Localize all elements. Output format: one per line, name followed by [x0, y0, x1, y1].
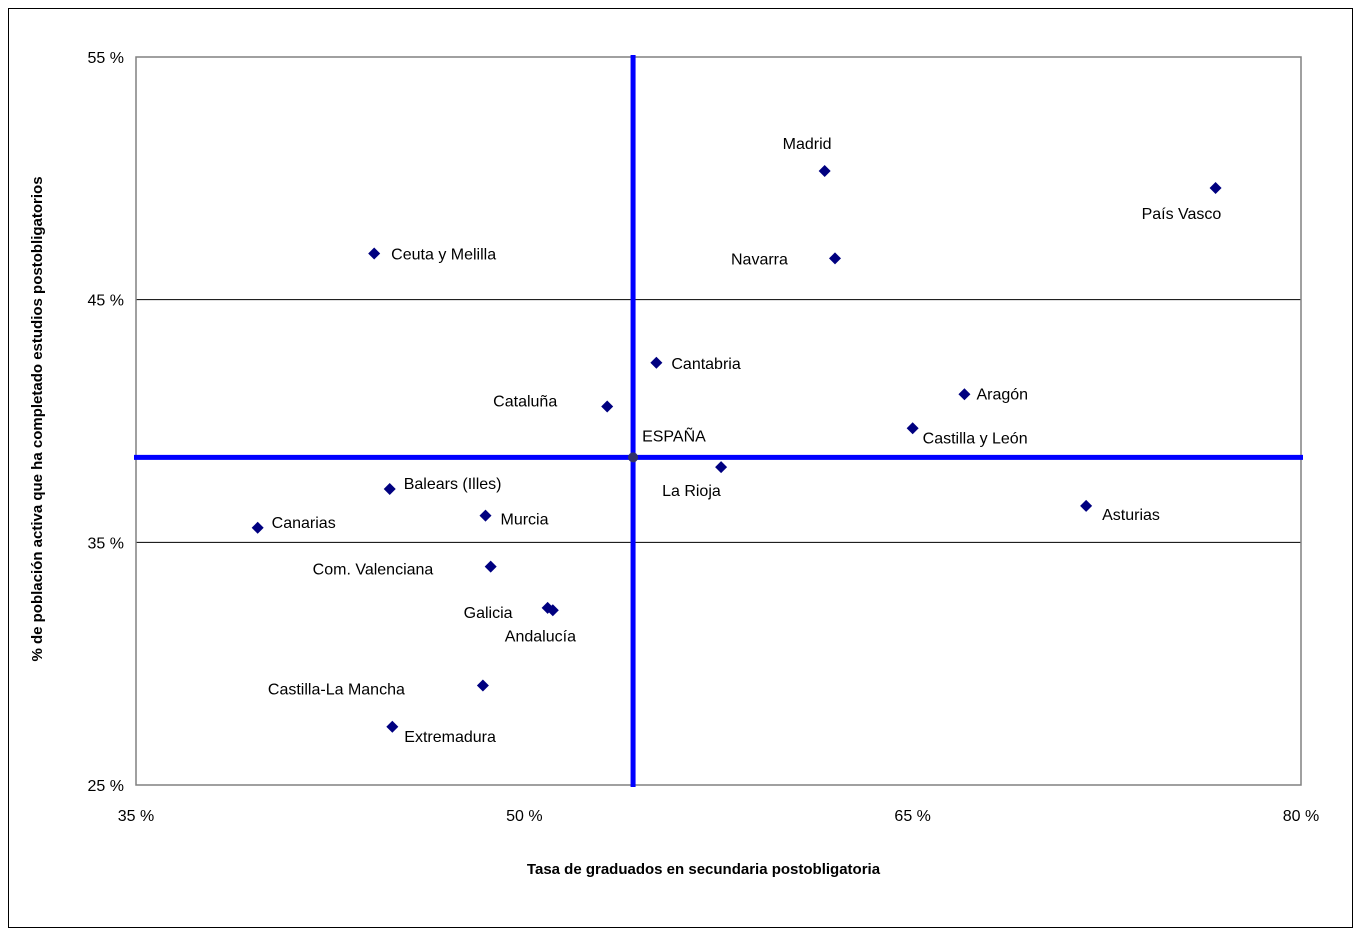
data-point-label: Balears (Illes)	[404, 476, 502, 493]
x-tick-label: 35 %	[118, 808, 154, 825]
data-point-marker	[383, 482, 396, 495]
data-point-marker	[958, 388, 971, 401]
data-point-marker	[1080, 499, 1093, 512]
data-point-marker	[818, 165, 831, 178]
data-point-marker	[546, 604, 559, 617]
data-point-marker	[386, 720, 399, 733]
y-axis-ticks: 55 % 45 % 35 % 25 %	[88, 50, 124, 795]
y-tick-label: 25 %	[88, 778, 124, 795]
data-point-label: Cataluña	[493, 393, 557, 410]
data-point-label: Com. Valenciana	[313, 562, 434, 579]
data-point-label: Castilla-La Mancha	[268, 682, 405, 699]
data-point-marker	[601, 400, 614, 413]
x-axis-ticks: 35 % 50 % 65 % 80 %	[118, 808, 1319, 825]
y-tick-label: 55 %	[88, 50, 124, 67]
data-point-label: Andalucía	[505, 628, 576, 645]
reference-lines	[134, 55, 1303, 787]
data-point-label: Castilla y León	[923, 430, 1028, 447]
data-point-marker	[829, 252, 841, 265]
data-point-label: Asturias	[1102, 507, 1160, 524]
data-point-marker	[476, 679, 489, 692]
x-tick-label: 80 %	[1283, 808, 1319, 825]
data-point-label: Cantabria	[671, 356, 740, 373]
plot-area	[135, 56, 1302, 786]
data-point-marker	[484, 560, 497, 573]
chart-frame	[8, 8, 1353, 928]
y-tick-label: 45 %	[88, 293, 124, 310]
data-point-marker	[1209, 182, 1222, 195]
reference-point-label: ESPAÑA	[642, 425, 706, 445]
data-point-label: Extremadura	[404, 729, 496, 746]
data-point-label: Galicia	[464, 605, 513, 622]
data-point-marker	[650, 356, 663, 369]
y-tick-label: 35 %	[88, 535, 124, 552]
data-point-label: La Rioja	[662, 483, 721, 500]
reference-point-marker	[628, 452, 639, 463]
data-point-label: Madrid	[783, 136, 832, 153]
data-point-label: Canarias	[272, 515, 336, 532]
data-point-label: Aragón	[976, 386, 1028, 403]
x-axis-title: Tasa de graduados en secundaria postobli…	[527, 861, 881, 878]
x-tick-label: 50 %	[506, 808, 542, 825]
y-axis-title: % de población activa que ha completado …	[29, 176, 46, 661]
data-point-marker	[479, 509, 492, 522]
data-point-marker	[251, 521, 264, 534]
data-point-marker	[715, 461, 728, 474]
data-point-marker	[368, 247, 381, 260]
data-points: Madrid País Vasco Ceuta y Melilla Navarra Ca…	[251, 136, 1222, 746]
data-point-label: Murcia	[501, 512, 549, 529]
data-point-label: País Vasco	[1142, 206, 1222, 223]
x-tick-label: 65 %	[894, 808, 930, 825]
data-point-label: Ceuta y Melilla	[391, 247, 496, 264]
gridlines	[136, 299, 1301, 543]
data-point-marker	[906, 422, 919, 435]
data-point-label: Navarra	[731, 251, 788, 268]
